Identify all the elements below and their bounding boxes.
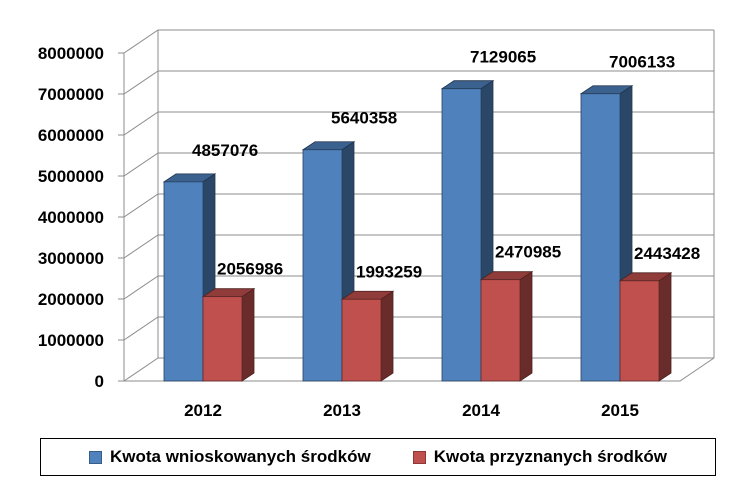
y-tick-label: 1000000	[38, 331, 104, 350]
x-tick-label: 2015	[601, 401, 639, 420]
legend-item-series-2: Kwota przyznanych środków	[412, 447, 668, 467]
legend-swatch-series-2	[412, 450, 426, 464]
gridline	[123, 29, 714, 54]
y-tick-labels: 0 1000000 2000000 3000000 4000000 5000000 6000…	[38, 44, 104, 391]
data-labels: 4857076 2056986 5640358 1993259 7129065 24709…	[192, 48, 700, 282]
legend-swatch-series-1	[88, 450, 102, 464]
data-label: 2470985	[495, 243, 561, 262]
data-label: 1993259	[356, 262, 422, 281]
y-tick-label: 0	[95, 372, 104, 391]
data-label: 7129065	[470, 48, 536, 67]
x-tick-label: 2014	[462, 401, 500, 420]
bar	[201, 287, 256, 382]
data-label: 4857076	[192, 141, 258, 160]
y-tick-label: 7000000	[38, 85, 104, 104]
y-tick-label: 4000000	[38, 208, 104, 227]
y-tick-label: 2000000	[38, 290, 104, 309]
x-tick-label: 2013	[323, 401, 361, 420]
bar	[340, 290, 395, 382]
legend-label-series-1: Kwota wnioskowanych środków	[109, 447, 371, 466]
bar	[618, 272, 673, 382]
legend-label-series-2: Kwota przyznanych środków	[433, 447, 668, 466]
y-tick-label: 8000000	[38, 44, 104, 63]
y-tick-label: 5000000	[38, 167, 104, 186]
legend: Kwota wnioskowanych środków Kwota przyzn…	[40, 438, 716, 476]
y-tick-label: 6000000	[38, 126, 104, 145]
data-label: 7006133	[609, 53, 675, 72]
bar	[301, 140, 356, 382]
data-label: 2443428	[634, 244, 700, 263]
legend-item-series-1: Kwota wnioskowanych środków	[88, 447, 371, 467]
bars	[162, 79, 673, 382]
y-tick-label: 3000000	[38, 249, 104, 268]
data-label: 2056986	[217, 260, 283, 279]
bar	[479, 270, 534, 382]
x-tick-label: 2012	[184, 401, 222, 420]
data-label: 5640358	[331, 109, 397, 128]
x-tick-labels: 2012 2013 2014 2015	[184, 401, 639, 420]
